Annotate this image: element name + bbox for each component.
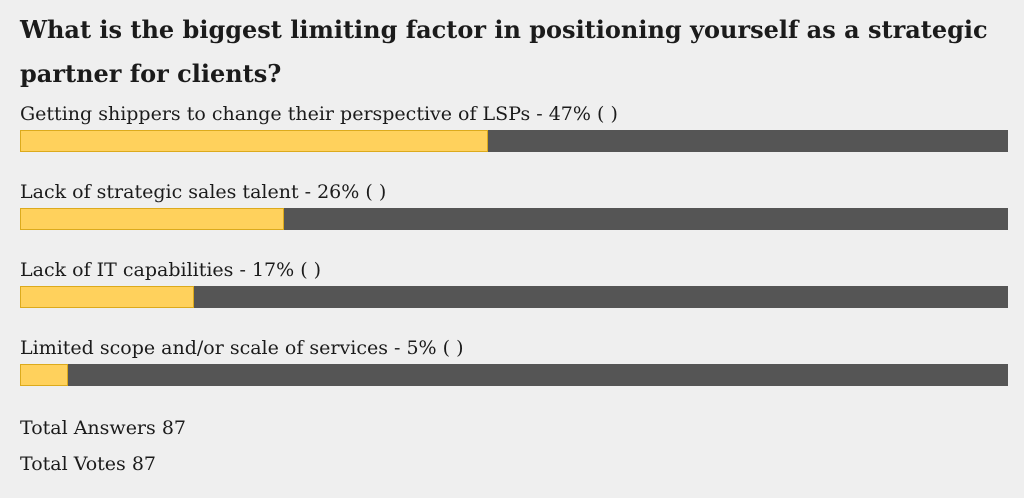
answer-bar-fill — [20, 208, 284, 230]
answer-bar-track — [20, 130, 1008, 152]
total-votes: Total Votes 87 — [20, 446, 1008, 482]
answer-text: Limited scope and/or scale of services — [20, 337, 388, 359]
total-answers: Total Answers 87 — [20, 410, 1008, 446]
answer-text: Lack of strategic sales talent — [20, 181, 299, 203]
answer-votes: ( ) — [597, 103, 618, 125]
total-votes-value: 87 — [131, 453, 156, 475]
answer-bar-track — [20, 286, 1008, 308]
answer-label: Getting shippers to change their perspec… — [20, 103, 618, 125]
poll-answer-2: Lack of strategic sales talent - 26% ( ) — [20, 180, 1008, 258]
answer-votes: ( ) — [300, 259, 322, 281]
poll-answer-3: Lack of IT capabilities - 17% ( ) — [20, 258, 1008, 336]
answer-bar-track — [20, 208, 1008, 230]
answer-bar-fill — [20, 130, 489, 152]
answer-bar-fill — [20, 364, 69, 386]
answer-votes: ( ) — [365, 181, 387, 203]
total-answers-label: Total Answers — [20, 417, 156, 439]
answer-percent: 17% — [251, 259, 295, 281]
answer-percent: 26% — [317, 181, 360, 203]
answer-votes: ( ) — [442, 337, 464, 359]
answer-percent: 47% — [548, 103, 591, 125]
answer-bar-track — [20, 364, 1008, 386]
answer-text: Lack of IT capabilities — [20, 259, 234, 281]
answer-percent: 5% — [406, 337, 437, 359]
answer-label: Lack of IT capabilities - 17% ( ) — [20, 259, 322, 281]
total-answers-value: 87 — [161, 417, 186, 439]
answer-label: Limited scope and/or scale of services -… — [20, 337, 464, 359]
answer-bar-fill — [20, 286, 194, 308]
poll-question: What is the biggest limiting factor in p… — [20, 15, 988, 88]
answer-label: Lack of strategic sales talent - 26% ( ) — [20, 181, 387, 203]
poll-totals: Total Answers 87 Total Votes 87 — [20, 410, 1008, 482]
total-votes-label: Total Votes — [20, 453, 126, 475]
answer-text: Getting shippers to change their perspec… — [20, 103, 531, 125]
poll-answer-4: Limited scope and/or scale of services -… — [20, 336, 1008, 414]
poll-answer-1: Getting shippers to change their perspec… — [20, 102, 1008, 180]
